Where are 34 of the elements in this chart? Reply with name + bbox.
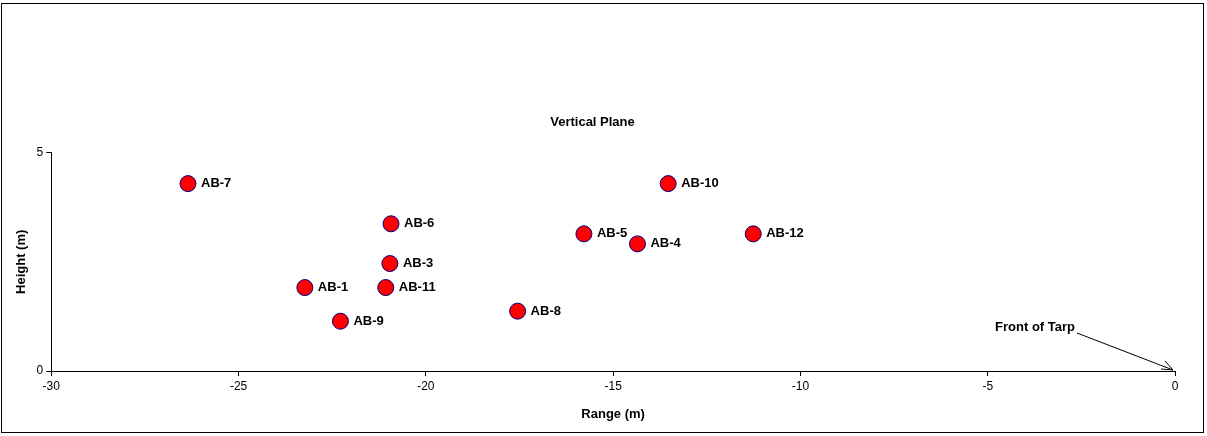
point [296, 279, 314, 297]
point [659, 175, 677, 193]
y-tick-label: 5 [36, 144, 44, 159]
x-tick-label: -15 [604, 378, 623, 393]
x-tick-label: -10 [791, 378, 810, 393]
annotation: AB-9 [353, 312, 384, 328]
y-axis-title: Height (m) [13, 229, 29, 294]
x-tick-label: -5 [982, 378, 994, 393]
x-axis-title: Range (m) [581, 405, 645, 421]
annotation: Front of Tarp [995, 318, 1076, 334]
annotation: AB-10 [681, 175, 719, 191]
annotation: AB-11 [398, 279, 436, 295]
x-tick-label: -25 [229, 378, 248, 393]
point [381, 255, 399, 273]
point [509, 302, 527, 320]
point [331, 312, 349, 330]
annotation: AB-3 [402, 255, 434, 271]
annotation: AB-5 [596, 225, 628, 241]
annotation: AB-6 [404, 215, 435, 231]
point [382, 215, 400, 233]
point [575, 225, 593, 243]
point [744, 225, 762, 243]
x-tick-label: -30 [42, 378, 61, 393]
point [628, 235, 646, 253]
annotation: AB-1 [317, 279, 349, 295]
annotation: AB-12 [766, 225, 804, 241]
x-tick-label: 0 [1171, 378, 1179, 393]
annotation: AB-4 [650, 235, 682, 251]
annotation: AB-8 [530, 302, 561, 318]
annotation: AB-7 [200, 175, 232, 191]
chart-title: Vertical Plane [550, 114, 635, 130]
x-tick-label: -20 [417, 378, 435, 393]
point [179, 175, 197, 193]
point [377, 279, 395, 297]
